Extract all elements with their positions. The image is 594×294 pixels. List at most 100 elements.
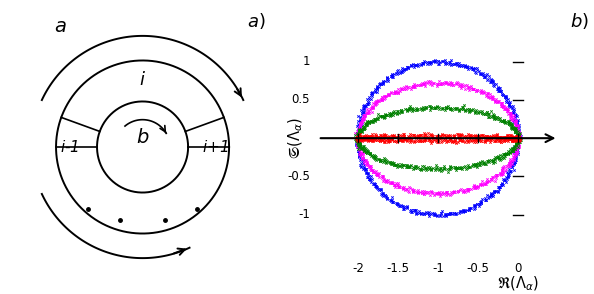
- Point: [408, 84, 418, 89]
- Point: [358, 125, 368, 130]
- Point: [508, 118, 517, 123]
- Point: [472, 88, 482, 93]
- Point: [465, 109, 474, 114]
- Point: [497, 136, 506, 140]
- Point: [432, 82, 442, 87]
- Point: [456, 209, 466, 213]
- Point: [499, 118, 508, 123]
- Point: [367, 109, 377, 114]
- Point: [359, 117, 368, 121]
- Point: [353, 143, 363, 148]
- Point: [497, 118, 507, 123]
- Point: [354, 153, 364, 158]
- Point: [494, 139, 503, 143]
- Point: [510, 154, 519, 158]
- Point: [507, 113, 516, 118]
- Point: [486, 80, 495, 84]
- Point: [364, 119, 374, 124]
- Point: [419, 188, 429, 193]
- Point: [359, 127, 369, 131]
- Point: [399, 87, 409, 91]
- Point: [508, 104, 517, 108]
- Point: [511, 143, 520, 148]
- Point: [476, 72, 486, 76]
- Point: [481, 93, 491, 98]
- Point: [368, 92, 377, 97]
- Point: [451, 81, 461, 86]
- Point: [482, 193, 492, 198]
- Point: [508, 136, 517, 140]
- Point: [387, 198, 396, 203]
- Point: [511, 119, 520, 124]
- Point: [405, 165, 415, 169]
- Point: [448, 83, 458, 88]
- Point: [361, 121, 370, 125]
- Point: [362, 123, 372, 127]
- Point: [383, 196, 392, 200]
- Point: [356, 121, 365, 126]
- Point: [429, 212, 438, 216]
- Point: [512, 141, 522, 145]
- Point: [477, 110, 486, 115]
- Point: [457, 63, 467, 68]
- Point: [511, 150, 520, 155]
- Point: [443, 106, 453, 110]
- Point: [410, 134, 419, 139]
- Point: [498, 93, 508, 97]
- Point: [423, 190, 432, 195]
- Point: [491, 133, 500, 138]
- Point: [353, 136, 362, 141]
- Point: [360, 135, 369, 140]
- Point: [426, 79, 435, 84]
- Point: [377, 176, 387, 181]
- Point: [503, 177, 512, 182]
- Point: [513, 136, 522, 140]
- Point: [371, 132, 380, 137]
- Point: [449, 190, 459, 195]
- Point: [466, 65, 476, 70]
- Point: [393, 90, 402, 95]
- Point: [390, 163, 400, 168]
- Point: [454, 211, 464, 215]
- Point: [418, 61, 427, 66]
- Point: [355, 136, 365, 140]
- Point: [511, 138, 521, 143]
- Point: [514, 136, 523, 141]
- Point: [354, 128, 364, 133]
- Point: [505, 161, 514, 166]
- Point: [472, 108, 481, 113]
- Point: [377, 113, 387, 118]
- Point: [415, 166, 424, 171]
- Point: [453, 166, 463, 170]
- Point: [433, 59, 443, 63]
- Point: [496, 137, 505, 142]
- Point: [513, 138, 522, 143]
- Point: [510, 160, 520, 165]
- Point: [507, 110, 516, 115]
- Point: [432, 213, 441, 218]
- Point: [489, 136, 498, 141]
- Point: [450, 210, 459, 215]
- Point: [400, 87, 409, 91]
- Point: [364, 108, 374, 113]
- Point: [454, 135, 463, 140]
- Point: [426, 167, 436, 171]
- Point: [444, 212, 454, 216]
- Point: [353, 138, 363, 143]
- Text: -0.5: -0.5: [287, 170, 309, 183]
- Point: [513, 133, 522, 138]
- Point: [482, 133, 491, 138]
- Point: [450, 189, 459, 194]
- Point: [425, 210, 434, 215]
- Point: [477, 108, 486, 113]
- Point: [491, 135, 500, 139]
- Point: [391, 201, 401, 205]
- Point: [462, 138, 471, 143]
- Point: [500, 152, 509, 156]
- Point: [402, 187, 411, 192]
- Point: [479, 75, 489, 79]
- Point: [356, 151, 365, 156]
- Point: [507, 137, 516, 142]
- Point: [360, 134, 369, 139]
- Point: [396, 109, 406, 114]
